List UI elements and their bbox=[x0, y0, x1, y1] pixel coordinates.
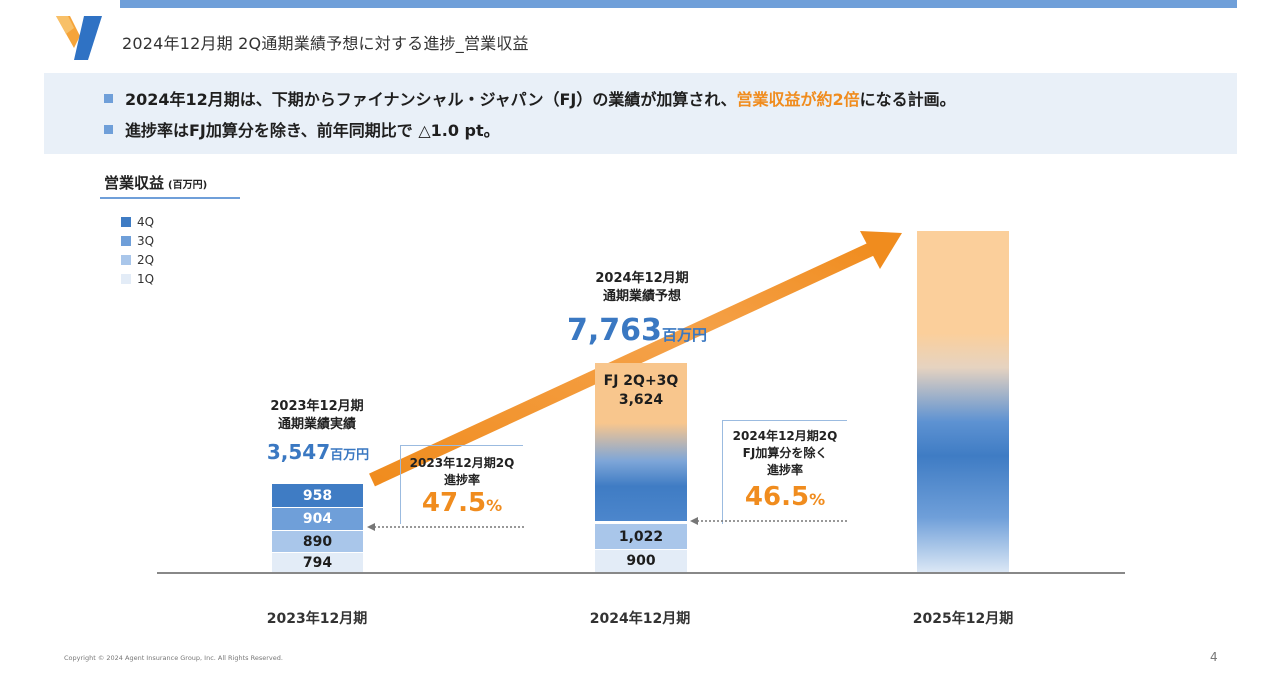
legend-item-4q: 4Q bbox=[121, 215, 154, 229]
x-axis-line bbox=[157, 572, 1125, 574]
bullet-2-text: 進捗率はFJ加算分を除き、前年同期比で △1.0 pt。 bbox=[125, 121, 500, 140]
bullet-1-text: 2024年12月期は、下期からファイナンシャル・ジャパン（FJ）の業績が加算され… bbox=[125, 90, 737, 109]
progress-2024-value: 46.5% bbox=[722, 482, 848, 512]
progress-2023-unit: % bbox=[486, 496, 503, 515]
x-tick-label: 2025年12月期 bbox=[912, 611, 1014, 627]
bar-value-label: 890 bbox=[302, 533, 333, 550]
page-title: 2024年12月期 2Q通期業績予想に対する進捗_営業収益 bbox=[122, 34, 529, 53]
progress-2023-label-line1: 2023年12月期2Q bbox=[409, 456, 515, 470]
progress-2024-unit: % bbox=[809, 490, 826, 509]
bullet-square-icon bbox=[104, 124, 113, 134]
legend-swatch-icon bbox=[121, 217, 131, 227]
fj-segment-label: FJ 2Q+3Q 3,624 bbox=[595, 372, 687, 410]
growth-arrow bbox=[369, 231, 902, 487]
summary-bullet-2: 進捗率はFJ加算分を除き、前年同期比で △1.0 pt。 bbox=[104, 117, 500, 141]
fj-label: FJ 2Q+3Q bbox=[603, 373, 679, 389]
bar-segment-1q: 900 bbox=[595, 549, 687, 572]
legend-item-2q: 2Q bbox=[121, 253, 154, 267]
summary-bullet-1: 2024年12月期は、下期からファイナンシャル・ジャパン（FJ）の業績が加算され… bbox=[104, 86, 956, 110]
progress-2023-label: 2023年12月期2Q 進捗率 bbox=[400, 455, 524, 489]
progress-2024-bracket bbox=[722, 420, 847, 524]
bar-segment-2q: 890 bbox=[272, 530, 363, 552]
chart-title-underline bbox=[100, 197, 240, 199]
progress-2024-pointer bbox=[690, 517, 847, 525]
progress-2023-label-line2: 進捗率 bbox=[443, 473, 480, 487]
top-accent-bar bbox=[120, 0, 1237, 8]
bar-2025-forecast bbox=[917, 231, 1009, 572]
bullet-1-highlight: 営業収益が約2倍 bbox=[736, 90, 860, 109]
bar-segment-2q: 1,022 bbox=[595, 523, 687, 549]
chart-title-text: 営業収益 bbox=[104, 174, 165, 192]
x-tick-label: 2024年12月期 bbox=[589, 611, 691, 627]
fy2023-total-value: 3,547 bbox=[266, 440, 331, 464]
legend-item-1q: 1Q bbox=[121, 272, 154, 286]
fj-value: 3,624 bbox=[618, 392, 664, 408]
fy2023-total: 3,547百万円 bbox=[262, 440, 374, 464]
legend-label: 1Q bbox=[137, 272, 155, 286]
fy2024-total-unit: 百万円 bbox=[661, 326, 707, 344]
growth-arrow-shaft bbox=[369, 238, 883, 487]
progress-2023-pointer bbox=[367, 523, 524, 531]
bar-value-label: 900 bbox=[626, 553, 656, 569]
progress-2024-label-line1: 2024年12月期2Q bbox=[732, 429, 838, 443]
legend-label: 2Q bbox=[137, 253, 155, 267]
bar-value-label: 1,022 bbox=[618, 528, 664, 545]
bar-segment-3q: 904 bbox=[272, 507, 363, 530]
progress-2024-label-line2: FJ加算分を除く bbox=[742, 446, 828, 460]
fy2024-header-line1: 2024年12月期 bbox=[595, 271, 689, 286]
bullet-1-tail: になる計画。 bbox=[859, 90, 956, 109]
fy2024-header-line2: 通期業績予想 bbox=[602, 289, 681, 304]
fy2023-header-line1: 2023年12月期 bbox=[270, 399, 364, 414]
copyright-text: Copyright © 2024 Agent Insurance Group, … bbox=[64, 654, 283, 662]
bar-segment-1q: 794 bbox=[272, 552, 363, 572]
page-number: 4 bbox=[1210, 650, 1218, 664]
progress-2024-number: 46.5 bbox=[744, 482, 810, 512]
progress-2024-label: 2024年12月期2Q FJ加算分を除く 進捗率 bbox=[722, 428, 848, 479]
progress-2024-label-line3: 進捗率 bbox=[766, 463, 803, 477]
fy2024-header: 2024年12月期 通期業績予想 bbox=[572, 270, 712, 306]
bar-segment-4q: 958 bbox=[272, 483, 363, 507]
chart-unit: (百万円) bbox=[168, 180, 208, 191]
growth-arrow-head bbox=[860, 231, 902, 269]
fy2023-total-unit: 百万円 bbox=[330, 448, 370, 463]
fy2023-header-line2: 通期業績実績 bbox=[277, 417, 356, 432]
summary-banner bbox=[44, 73, 1237, 154]
progress-2023-number: 47.5 bbox=[421, 488, 487, 518]
legend-swatch-icon bbox=[121, 236, 131, 246]
fy2024-total-value: 7,763 bbox=[567, 313, 662, 348]
company-logo bbox=[56, 16, 102, 60]
bar-value-label: 958 bbox=[302, 487, 333, 504]
bullet-square-icon bbox=[104, 93, 113, 103]
bar-value-label: 904 bbox=[302, 511, 333, 527]
progress-2023-value: 47.5% bbox=[400, 488, 524, 518]
progress-2023-bracket bbox=[400, 445, 523, 524]
bar-value-label: 794 bbox=[302, 554, 333, 571]
legend-item-3q: 3Q bbox=[121, 234, 154, 248]
chart-title: 営業収益 (百万円) bbox=[104, 172, 207, 193]
fy2023-header: 2023年12月期 通期業績実績 bbox=[252, 398, 382, 434]
fj-segment-2024 bbox=[595, 363, 687, 521]
fy2024-total: 7,763百万円 bbox=[562, 313, 712, 348]
legend-label: 3Q bbox=[137, 234, 155, 248]
x-tick-label: 2023年12月期 bbox=[266, 611, 368, 627]
legend-swatch-icon bbox=[121, 255, 131, 265]
legend-label: 4Q bbox=[137, 215, 155, 229]
legend-swatch-icon bbox=[121, 274, 131, 284]
